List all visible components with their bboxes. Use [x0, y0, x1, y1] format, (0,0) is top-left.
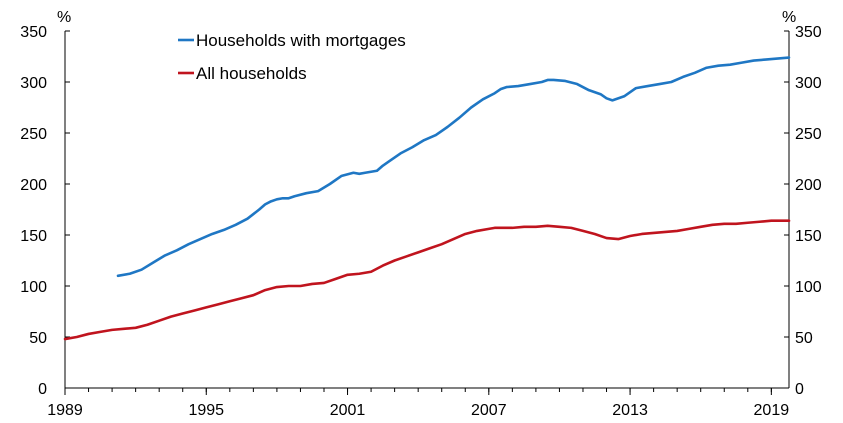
y-tick-label-right: 50: [795, 330, 813, 347]
y-tick-label-left: 300: [20, 75, 47, 92]
y-tick-label-left: 150: [20, 228, 47, 245]
y-tick-label-right: 200: [795, 177, 822, 194]
y-tick-label-right: 300: [795, 75, 822, 92]
y-tick-label-left: 200: [20, 177, 47, 194]
y-tick-label-left: 350: [20, 24, 47, 41]
y-tick-label-right: 0: [795, 381, 804, 398]
x-tick-label: 2013: [612, 402, 648, 419]
y-tick-label-right: 100: [795, 279, 822, 296]
left-axis-unit-label: %: [57, 9, 71, 26]
y-tick-label-left: 0: [38, 381, 47, 398]
legend-label: All households: [196, 64, 307, 83]
tick-marks: 0 0 50 50 100 100 150 150 200 200 250 250 300 300 350 3…: [20, 24, 822, 419]
legend-label: Households with mortgages: [196, 31, 406, 50]
legend: Households with mortgages All households: [178, 31, 406, 83]
series-line-all-households: [63, 219, 791, 341]
y-tick-label-right: 250: [795, 126, 822, 143]
y-tick-label-left: 250: [20, 126, 47, 143]
series-lines: [63, 56, 791, 341]
y-tick-label-right: 150: [795, 228, 822, 245]
right-axis-unit-label: %: [782, 9, 796, 26]
y-tick-label-left: 50: [29, 330, 47, 347]
axes: [64, 31, 790, 389]
y-tick-label-left: 100: [20, 279, 47, 296]
series-line-households-with-mortgages: [116, 56, 791, 278]
x-tick-label: 2019: [754, 402, 790, 419]
x-tick-label: 1995: [188, 402, 224, 419]
x-tick-label: 1989: [47, 402, 83, 419]
y-tick-label-right: 350: [795, 24, 822, 41]
x-tick-label: 2007: [471, 402, 507, 419]
x-tick-label: 2001: [330, 402, 366, 419]
